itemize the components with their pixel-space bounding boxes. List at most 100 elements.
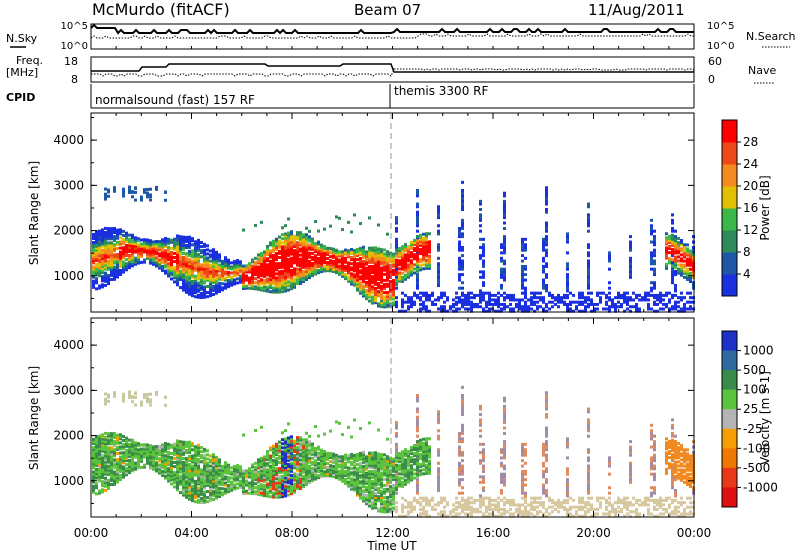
- velocity-cell: [188, 495, 191, 499]
- velocity-cell: [152, 451, 155, 455]
- power-cell: [95, 279, 98, 283]
- velocity-cell: [272, 467, 275, 471]
- freq-label: Freq.: [16, 54, 43, 67]
- power-cell: [410, 271, 413, 275]
- power-cell: [380, 260, 383, 264]
- power-cell: [371, 260, 374, 264]
- power-cell: [659, 291, 662, 295]
- power-cell: [209, 265, 212, 269]
- velocity-cell: [146, 396, 149, 400]
- velocity-cell: [305, 438, 308, 442]
- velocity-cell: [239, 473, 242, 477]
- velocity-cell: [194, 455, 197, 459]
- velocity-cell: [356, 463, 359, 467]
- velocity-cell: [194, 483, 197, 487]
- velocity-cell: [104, 476, 107, 480]
- power-cell: [356, 272, 359, 276]
- power-cell: [332, 253, 335, 257]
- power-cell: [260, 257, 263, 261]
- power-cell: [500, 275, 503, 279]
- power-cell: [680, 296, 683, 300]
- velocity-cell: [137, 450, 140, 454]
- power-cell: [257, 287, 260, 291]
- power-cell: [386, 256, 389, 260]
- velocity-cell: [290, 486, 293, 490]
- power-cell: [683, 243, 686, 247]
- velocity-cell: [242, 477, 245, 481]
- power-cell: [104, 249, 107, 253]
- power-cell: [392, 260, 395, 264]
- velocity-cell: [203, 484, 206, 488]
- velocity-cell: [164, 458, 167, 462]
- velocity-cell: [92, 484, 95, 488]
- velocity-cell: [119, 475, 122, 479]
- power-cell: [359, 275, 362, 279]
- velocity-cell: [173, 481, 176, 485]
- velocity-cell: [218, 494, 221, 498]
- power-cell: [206, 258, 209, 262]
- velocity-cell: [365, 479, 368, 483]
- power-cell: [602, 307, 605, 311]
- power-cell: [278, 278, 281, 282]
- velocity-cell: [362, 491, 365, 495]
- power-cell: [104, 251, 107, 255]
- power-cell: [503, 259, 506, 263]
- velocity-cell: [314, 471, 317, 475]
- power-cell: [191, 290, 194, 294]
- power-cell: [374, 268, 377, 272]
- power-cell: [299, 233, 302, 237]
- velocity-cell: [254, 478, 257, 482]
- velocity-cell: [206, 473, 209, 477]
- power-cell: [347, 255, 350, 259]
- power-cell: [665, 305, 668, 309]
- power-cell: [461, 291, 464, 295]
- power-cell: [311, 241, 314, 245]
- power-cell: [470, 300, 473, 304]
- power-cell: [503, 191, 506, 195]
- velocity-cell: [362, 456, 365, 460]
- velocity-cell: [98, 467, 101, 471]
- power-cell: [149, 247, 152, 251]
- velocity-cell: [203, 460, 206, 464]
- velocity-cell: [305, 476, 308, 480]
- power-cell: [251, 278, 254, 282]
- power-cell: [287, 274, 290, 278]
- velocity-cell: [263, 486, 266, 490]
- velocity-cell: [203, 490, 206, 494]
- power-cell: [449, 307, 452, 311]
- power-cell: [326, 252, 329, 256]
- power-cell: [545, 275, 548, 279]
- power-cell: [125, 239, 128, 243]
- power-cell: [674, 265, 677, 269]
- power-cell: [560, 298, 563, 302]
- velocity-cell: [239, 469, 242, 473]
- velocity-cell: [164, 470, 167, 474]
- power-cell: [395, 279, 398, 283]
- freq-tick-bottom: 8: [71, 73, 78, 86]
- velocity-cell: [362, 499, 365, 503]
- power-cell: [404, 267, 407, 271]
- power-cell: [686, 247, 689, 251]
- power-cell: [437, 205, 440, 209]
- power-cell: [110, 251, 113, 255]
- velocity-cell: [119, 463, 122, 467]
- velocity-cell: [131, 469, 134, 473]
- velocity-cell: [242, 433, 245, 437]
- velocity-cell: [272, 487, 275, 491]
- power-cell: [116, 273, 119, 277]
- velocity-cell: [116, 439, 119, 443]
- power-cell: [422, 255, 425, 259]
- velocity-cell: [203, 480, 206, 484]
- velocity-cell: [362, 473, 365, 477]
- power-cell: [197, 244, 200, 248]
- velocity-cell: [107, 448, 110, 452]
- power-cell: [623, 291, 626, 295]
- power-cell: [680, 247, 683, 251]
- power-cell: [404, 259, 407, 263]
- power-cell: [503, 199, 506, 203]
- velocity-cell: [296, 476, 299, 480]
- velocity-cell: [326, 472, 329, 476]
- velocity-cell: [197, 500, 200, 504]
- velocity-cell: [203, 486, 206, 490]
- power-cell: [263, 254, 266, 258]
